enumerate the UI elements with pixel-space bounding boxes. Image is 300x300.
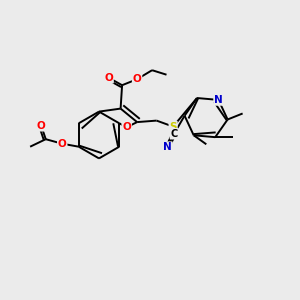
Text: N: N [163,142,172,152]
Text: O: O [104,73,113,83]
Text: N: N [214,95,223,105]
Text: C: C [170,129,178,139]
Text: O: O [133,74,142,84]
Text: O: O [58,139,67,149]
Text: O: O [122,122,131,132]
Text: O: O [37,121,46,131]
Text: S: S [169,122,177,132]
